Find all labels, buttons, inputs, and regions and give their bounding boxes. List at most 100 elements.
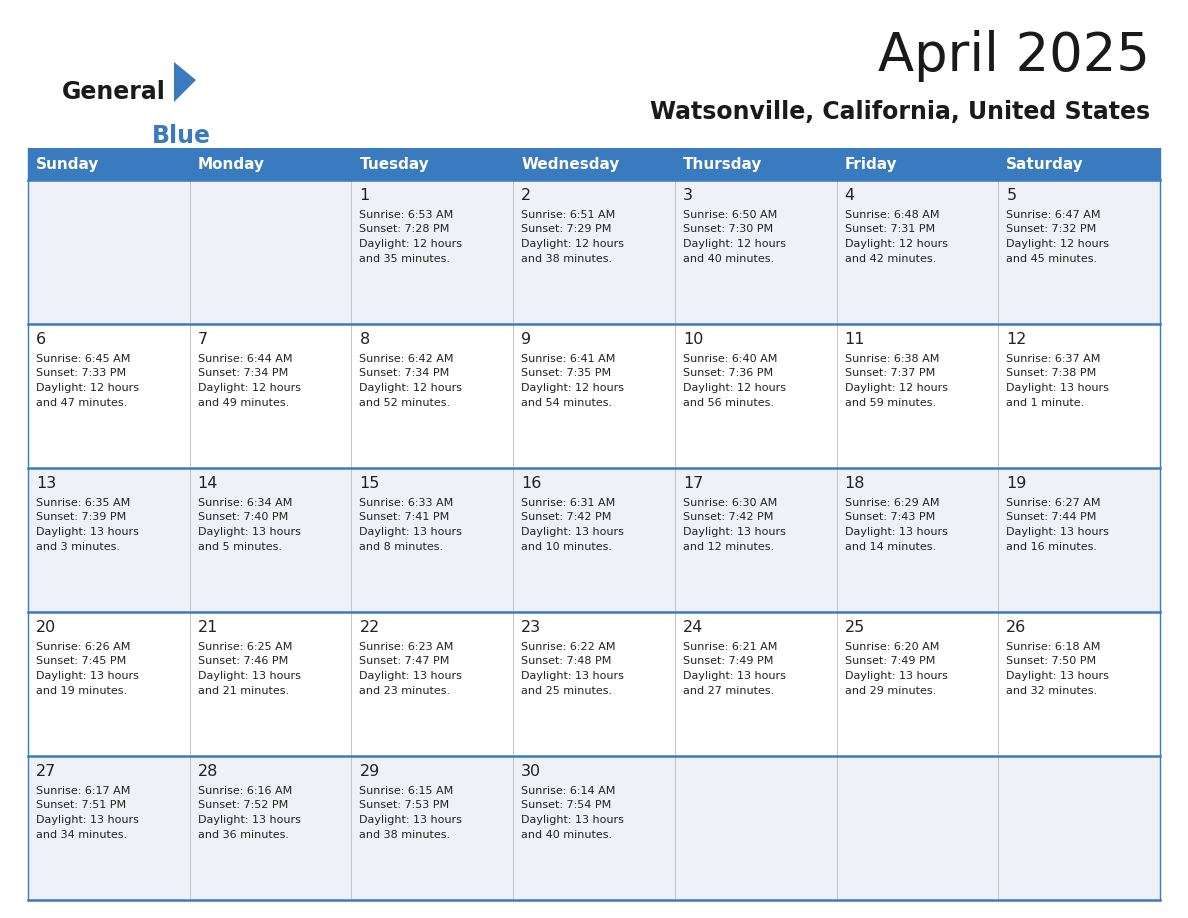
Text: 29: 29 — [360, 764, 380, 779]
Text: Sunset: 7:33 PM: Sunset: 7:33 PM — [36, 368, 126, 378]
Text: Sunset: 7:28 PM: Sunset: 7:28 PM — [360, 225, 450, 234]
Text: Sunset: 7:34 PM: Sunset: 7:34 PM — [360, 368, 450, 378]
Text: Sunset: 7:42 PM: Sunset: 7:42 PM — [683, 512, 773, 522]
Text: Monday: Monday — [197, 158, 265, 173]
Text: Daylight: 13 hours: Daylight: 13 hours — [845, 527, 948, 537]
Text: and 16 minutes.: and 16 minutes. — [1006, 542, 1098, 552]
Text: Sunrise: 6:34 AM: Sunrise: 6:34 AM — [197, 498, 292, 508]
Text: Sunrise: 6:45 AM: Sunrise: 6:45 AM — [36, 354, 131, 364]
Text: Sunrise: 6:25 AM: Sunrise: 6:25 AM — [197, 642, 292, 652]
Text: 17: 17 — [683, 476, 703, 491]
Text: General: General — [62, 80, 166, 104]
Bar — [190, 148, 352, 180]
Text: Sunrise: 6:26 AM: Sunrise: 6:26 AM — [36, 642, 131, 652]
Bar — [29, 612, 1159, 756]
Text: Daylight: 13 hours: Daylight: 13 hours — [1006, 671, 1110, 681]
Text: Sunset: 7:54 PM: Sunset: 7:54 PM — [522, 800, 612, 811]
Text: Sunrise: 6:41 AM: Sunrise: 6:41 AM — [522, 354, 615, 364]
Text: Sunrise: 6:51 AM: Sunrise: 6:51 AM — [522, 210, 615, 220]
Text: Daylight: 13 hours: Daylight: 13 hours — [360, 815, 462, 825]
Text: Daylight: 13 hours: Daylight: 13 hours — [197, 815, 301, 825]
Text: Sunrise: 6:37 AM: Sunrise: 6:37 AM — [1006, 354, 1100, 364]
Text: Sunset: 7:32 PM: Sunset: 7:32 PM — [1006, 225, 1097, 234]
Text: Sunrise: 6:35 AM: Sunrise: 6:35 AM — [36, 498, 131, 508]
Text: 5: 5 — [1006, 188, 1017, 203]
Text: Saturday: Saturday — [1006, 158, 1083, 173]
Bar — [29, 148, 190, 180]
Text: 20: 20 — [36, 620, 56, 635]
Text: 28: 28 — [197, 764, 219, 779]
Text: Sunset: 7:31 PM: Sunset: 7:31 PM — [845, 225, 935, 234]
Text: Daylight: 13 hours: Daylight: 13 hours — [683, 527, 785, 537]
Text: Sunrise: 6:33 AM: Sunrise: 6:33 AM — [360, 498, 454, 508]
Text: Sunrise: 6:18 AM: Sunrise: 6:18 AM — [1006, 642, 1100, 652]
Bar — [513, 148, 675, 180]
Text: Sunset: 7:42 PM: Sunset: 7:42 PM — [522, 512, 612, 522]
Text: Daylight: 13 hours: Daylight: 13 hours — [36, 815, 139, 825]
Text: Daylight: 13 hours: Daylight: 13 hours — [522, 815, 624, 825]
Text: Sunset: 7:45 PM: Sunset: 7:45 PM — [36, 656, 126, 666]
Text: Sunset: 7:48 PM: Sunset: 7:48 PM — [522, 656, 612, 666]
Text: and 21 minutes.: and 21 minutes. — [197, 686, 289, 696]
Text: and 35 minutes.: and 35 minutes. — [360, 253, 450, 263]
Text: Daylight: 13 hours: Daylight: 13 hours — [845, 671, 948, 681]
Text: Sunrise: 6:20 AM: Sunrise: 6:20 AM — [845, 642, 939, 652]
Text: Daylight: 12 hours: Daylight: 12 hours — [845, 383, 948, 393]
Bar — [29, 324, 1159, 468]
Text: Daylight: 12 hours: Daylight: 12 hours — [360, 239, 462, 249]
Text: and 14 minutes.: and 14 minutes. — [845, 542, 936, 552]
Text: 9: 9 — [522, 332, 531, 347]
Text: Sunrise: 6:29 AM: Sunrise: 6:29 AM — [845, 498, 939, 508]
Text: 8: 8 — [360, 332, 369, 347]
Polygon shape — [173, 62, 196, 102]
Bar — [836, 148, 998, 180]
Text: 26: 26 — [1006, 620, 1026, 635]
Text: Sunset: 7:46 PM: Sunset: 7:46 PM — [197, 656, 287, 666]
Text: 16: 16 — [522, 476, 542, 491]
Text: 1: 1 — [360, 188, 369, 203]
Text: Daylight: 12 hours: Daylight: 12 hours — [1006, 239, 1110, 249]
Text: Sunrise: 6:44 AM: Sunrise: 6:44 AM — [197, 354, 292, 364]
Text: 23: 23 — [522, 620, 542, 635]
Text: Daylight: 13 hours: Daylight: 13 hours — [36, 671, 139, 681]
Text: and 8 minutes.: and 8 minutes. — [360, 542, 443, 552]
Bar — [29, 756, 1159, 900]
Text: Sunset: 7:44 PM: Sunset: 7:44 PM — [1006, 512, 1097, 522]
Text: 27: 27 — [36, 764, 56, 779]
Text: Wednesday: Wednesday — [522, 158, 619, 173]
Text: and 19 minutes.: and 19 minutes. — [36, 686, 127, 696]
Text: Daylight: 12 hours: Daylight: 12 hours — [683, 383, 785, 393]
Text: Daylight: 13 hours: Daylight: 13 hours — [522, 527, 624, 537]
Text: Sunset: 7:52 PM: Sunset: 7:52 PM — [197, 800, 287, 811]
Text: 7: 7 — [197, 332, 208, 347]
Text: and 38 minutes.: and 38 minutes. — [360, 830, 450, 839]
Text: and 40 minutes.: and 40 minutes. — [683, 253, 775, 263]
Text: 6: 6 — [36, 332, 46, 347]
Text: Daylight: 13 hours: Daylight: 13 hours — [36, 527, 139, 537]
Text: Sunset: 7:39 PM: Sunset: 7:39 PM — [36, 512, 126, 522]
Text: Sunrise: 6:42 AM: Sunrise: 6:42 AM — [360, 354, 454, 364]
Text: Daylight: 13 hours: Daylight: 13 hours — [1006, 527, 1110, 537]
Text: 10: 10 — [683, 332, 703, 347]
Bar — [352, 148, 513, 180]
Text: Daylight: 13 hours: Daylight: 13 hours — [1006, 383, 1110, 393]
Text: Sunrise: 6:31 AM: Sunrise: 6:31 AM — [522, 498, 615, 508]
Text: Thursday: Thursday — [683, 158, 763, 173]
Bar — [29, 468, 1159, 612]
Text: and 23 minutes.: and 23 minutes. — [360, 686, 450, 696]
Text: and 52 minutes.: and 52 minutes. — [360, 397, 450, 408]
Text: Sunrise: 6:50 AM: Sunrise: 6:50 AM — [683, 210, 777, 220]
Text: Daylight: 12 hours: Daylight: 12 hours — [522, 239, 624, 249]
Text: Sunset: 7:51 PM: Sunset: 7:51 PM — [36, 800, 126, 811]
Text: April 2025: April 2025 — [878, 30, 1150, 82]
Text: Sunset: 7:38 PM: Sunset: 7:38 PM — [1006, 368, 1097, 378]
Text: Daylight: 13 hours: Daylight: 13 hours — [683, 671, 785, 681]
Bar — [675, 148, 836, 180]
Text: 13: 13 — [36, 476, 56, 491]
Text: Sunrise: 6:15 AM: Sunrise: 6:15 AM — [360, 786, 454, 796]
Text: Sunrise: 6:38 AM: Sunrise: 6:38 AM — [845, 354, 939, 364]
Text: Daylight: 12 hours: Daylight: 12 hours — [522, 383, 624, 393]
Text: and 32 minutes.: and 32 minutes. — [1006, 686, 1098, 696]
Text: Sunset: 7:36 PM: Sunset: 7:36 PM — [683, 368, 773, 378]
Text: and 1 minute.: and 1 minute. — [1006, 397, 1085, 408]
